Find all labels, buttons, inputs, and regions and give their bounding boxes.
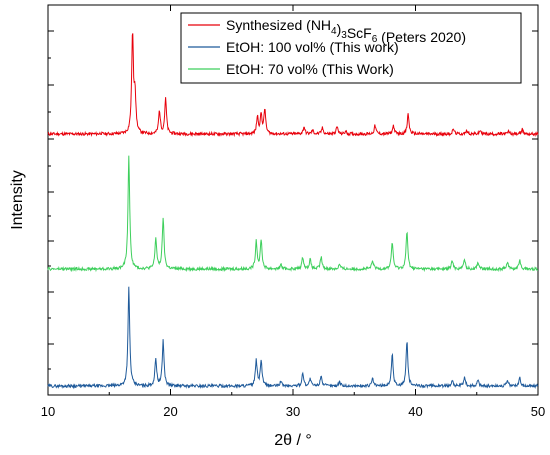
series-line-1 xyxy=(47,33,539,138)
legend: Synthesized (NH4)3ScF6 (Peters 2020)EtOH… xyxy=(180,12,522,84)
x-tick-label: 20 xyxy=(163,404,177,419)
legend-label-1: Synthesized (NH4)3ScF6 (Peters 2020) xyxy=(226,17,466,45)
x-axis-label: 2θ / ° xyxy=(274,432,312,449)
x-tick-label: 50 xyxy=(531,404,545,419)
axis-ticks: 10 20 30 40 50 xyxy=(41,5,545,419)
x-tick-label: 40 xyxy=(408,404,422,419)
legend-label-2: EtOH: 100 vol% (This work) xyxy=(226,39,399,55)
legend-label-3: EtOH: 70 vol% (This Work) xyxy=(226,61,394,77)
series-line-3 xyxy=(47,155,538,273)
series-line-2 xyxy=(47,286,539,390)
x-tick-label: 30 xyxy=(286,404,300,419)
x-tick-label: 10 xyxy=(41,404,55,419)
trace-group xyxy=(47,33,539,390)
legend-box xyxy=(180,12,522,84)
y-axis-label: Intensity xyxy=(9,170,26,230)
